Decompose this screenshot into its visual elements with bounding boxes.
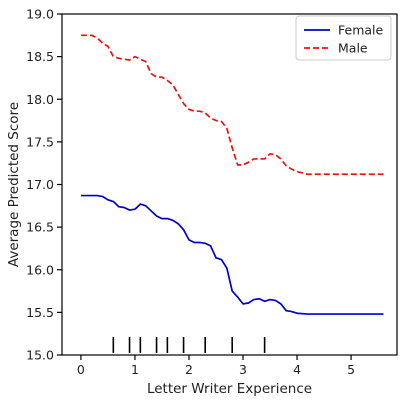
legend: Female Male	[296, 16, 391, 60]
y-tick-label: 16.5	[26, 220, 54, 235]
y-tick-label: 18.0	[26, 92, 54, 107]
x-tick-label: 0	[77, 362, 85, 377]
y-tick-label: 19.0	[26, 7, 54, 22]
plot-frame	[62, 14, 397, 355]
legend-label-male: Male	[338, 41, 368, 56]
series-line-female	[81, 196, 384, 314]
y-tick-label: 17.5	[26, 134, 54, 149]
x-tick-label: 1	[131, 362, 139, 377]
x-tick-label: 4	[293, 362, 301, 377]
y-tick-label: 17.0	[26, 177, 54, 192]
x-tick-label: 3	[239, 362, 247, 377]
y-axis-label: Average Predicted Score	[6, 102, 22, 267]
axes: 0 1 2 3 4 5 15.0 15.5 16.0 16.5 17.0 17.5 18.0 18.5 19…	[26, 7, 397, 378]
x-axis-label: Letter Writer Experience	[147, 381, 312, 397]
x-tick-label: 2	[185, 362, 193, 377]
x-tick-label: 5	[347, 362, 355, 377]
y-tick-label: 16.0	[26, 262, 54, 277]
y-tick-label: 15.0	[26, 348, 54, 363]
series-lines	[81, 35, 384, 314]
rug-plot	[113, 337, 264, 353]
legend-label-female: Female	[338, 23, 384, 38]
y-tick-label: 18.5	[26, 49, 54, 64]
y-tick-label: 15.5	[26, 305, 54, 320]
